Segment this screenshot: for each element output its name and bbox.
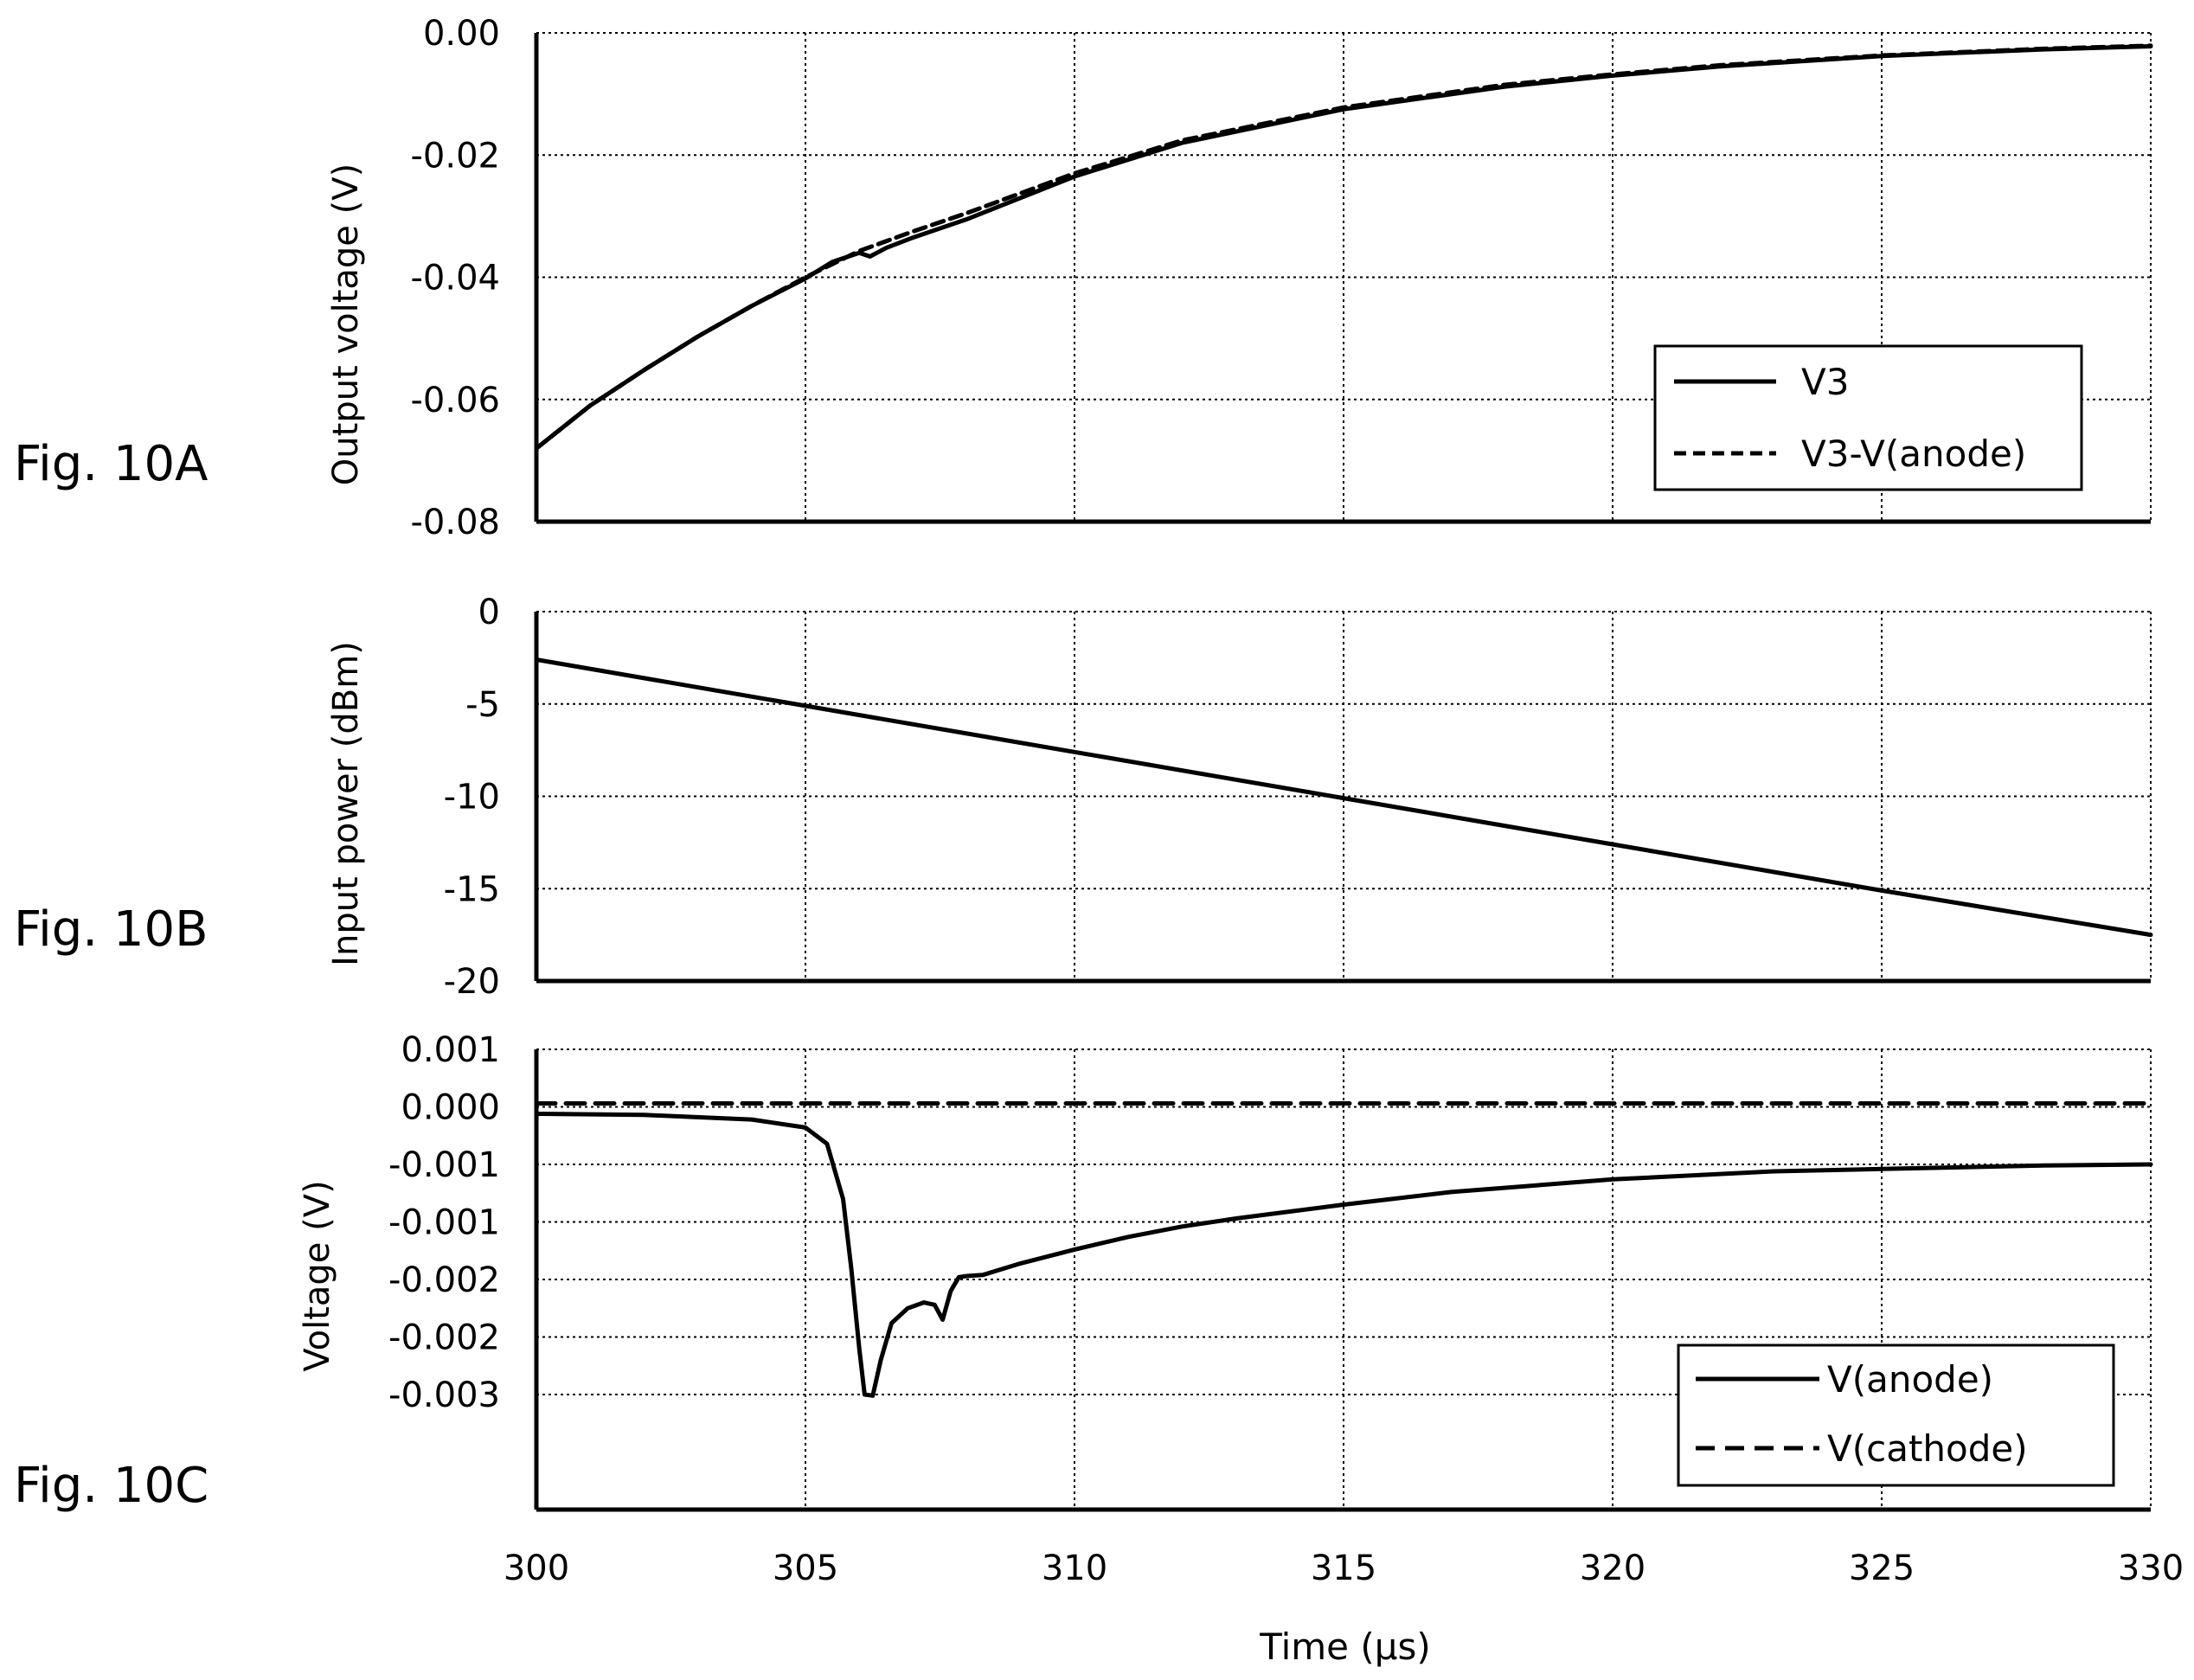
panel-fig-10a: Fig. 10A Output voltage (V) 0.00 -0.02 -0.… [14, 14, 2153, 542]
y-ticks: 0.00 -0.02 -0.04 -0.06 -0.08 [411, 14, 501, 542]
y-ticks: 0.001 0.000 -0.001 -0.001 -0.002 -0.002 -0.003 [388, 1030, 500, 1415]
y-tick-label: -20 [444, 962, 500, 1002]
y-tick-label: -0.08 [411, 503, 501, 542]
series-layer [534, 1101, 2153, 1398]
legend: V(anode) V(cathode) [1677, 1343, 2115, 1487]
y-axis-label: Voltage (V) [298, 1180, 337, 1371]
x-tick-label: 310 [1042, 1549, 1107, 1588]
x-tick-label: 330 [2118, 1549, 2184, 1588]
series-line-input-power [534, 657, 2153, 938]
series-layer [534, 43, 2153, 451]
y-tick-label: -0.002 [388, 1318, 500, 1358]
x-tick-label: 320 [1580, 1549, 1646, 1588]
y-tick-label: 0.00 [423, 14, 500, 54]
figure-label: Fig. 10A [14, 436, 208, 492]
y-tick-label: 0 [478, 593, 500, 632]
y-tick-label: -0.02 [411, 136, 501, 176]
y-tick-label: 0.001 [401, 1030, 500, 1070]
legend-label-v3: V3 [1801, 361, 1849, 403]
x-ticks: 300 305 310 315 320 325 330 [504, 1549, 2184, 1588]
y-tick-label: -0.001 [388, 1203, 500, 1243]
legend-box [1677, 1343, 2115, 1487]
y-tick-label: -0.003 [388, 1375, 500, 1415]
panel-fig-10c: Fig. 10C Voltage (V) 0.001 0.000 -0.001 -0.… [14, 1030, 2153, 1514]
y-tick-label: -0.002 [388, 1260, 500, 1300]
x-tick-label: 300 [504, 1549, 569, 1588]
x-tick-label: 305 [773, 1549, 838, 1588]
y-tick-label: 0.000 [401, 1088, 500, 1128]
series-layer [534, 657, 2153, 938]
series-line-v-anode [534, 1112, 2153, 1398]
y-axis-label: Output voltage (V) [326, 164, 366, 485]
grid [534, 1048, 2152, 1512]
legend-box [1653, 344, 2083, 491]
y-tick-label: -15 [444, 869, 500, 909]
y-tick-label: -0.001 [388, 1145, 500, 1185]
y-tick-label: -0.04 [411, 259, 501, 298]
x-axis-label: Time (μs) [1259, 1625, 1431, 1668]
y-axis-label: Input power (dBm) [326, 641, 366, 966]
legend-label-v3-v-anode: V3-V(anode) [1801, 433, 2026, 475]
y-ticks: 0 -5 -10 -15 -20 [444, 593, 500, 1002]
series-line-v3-v-anode [534, 43, 2153, 451]
figure-label: Fig. 10C [14, 1458, 208, 1514]
x-tick-label: 315 [1311, 1549, 1376, 1588]
y-tick-label: -5 [465, 685, 500, 725]
y-tick-label: -10 [444, 778, 500, 818]
grid [534, 611, 2152, 984]
legend-label-v-cathode: V(cathode) [1827, 1427, 2028, 1470]
figure-label: Fig. 10B [14, 901, 208, 958]
x-tick-label: 325 [1849, 1549, 1915, 1588]
y-tick-label: -0.06 [411, 381, 501, 420]
legend-label-v-anode: V(anode) [1827, 1358, 1993, 1401]
legend: V3 V3-V(anode) [1653, 344, 2083, 491]
panel-fig-10b: Fig. 10B Input power (dBm) 0 -5 -10 -15 -20 [14, 593, 2153, 1002]
